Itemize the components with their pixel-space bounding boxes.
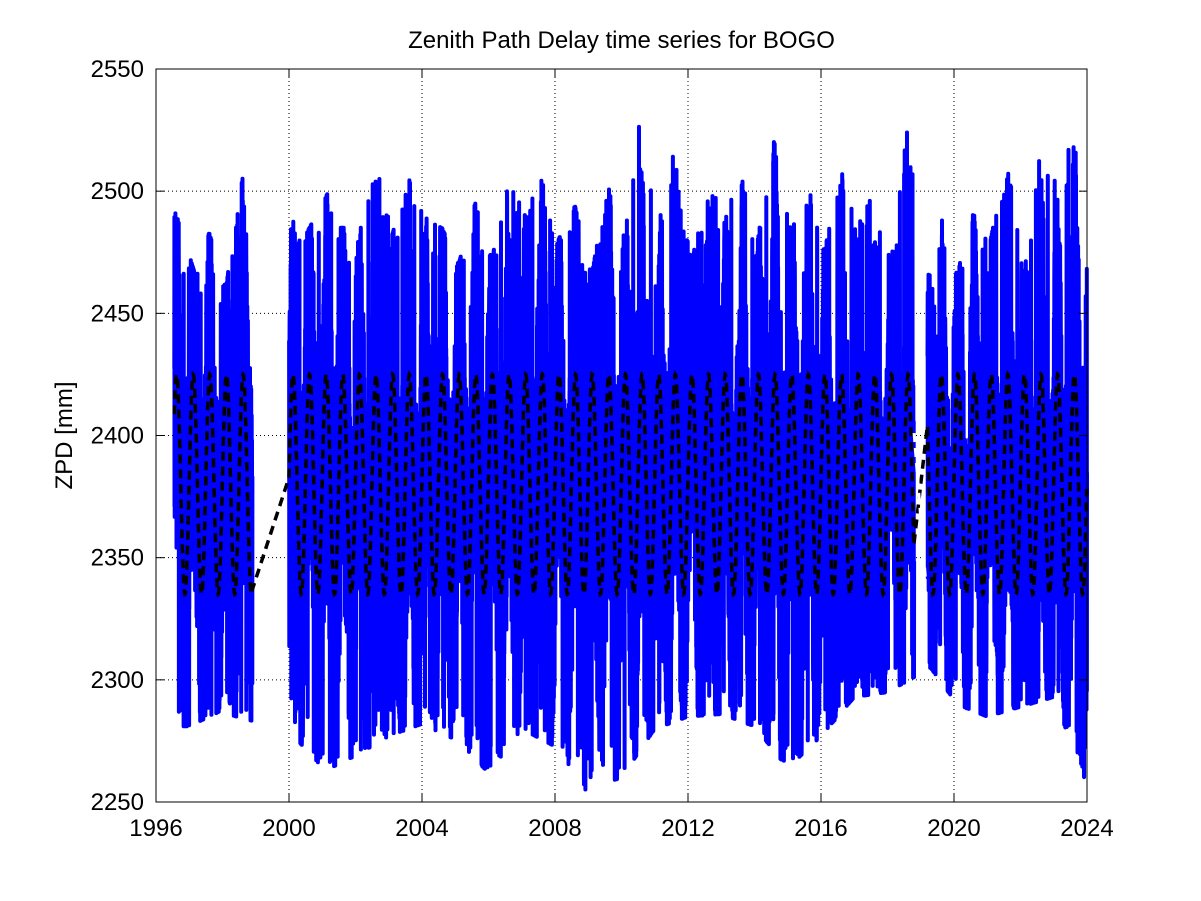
y-tick-label: 2350 <box>91 545 144 572</box>
y-tick-label: 2450 <box>91 300 144 327</box>
fit-zpd-line <box>172 370 1089 598</box>
y-tick-label: 2250 <box>91 789 144 816</box>
x-tick-label: 2008 <box>528 815 581 842</box>
x-tick-label: 2012 <box>661 815 714 842</box>
y-tick-labels: 2250 2300 2350 2400 2450 2500 2550 <box>91 56 144 816</box>
plot-area <box>155 68 1089 803</box>
x-tick-label: 2024 <box>1060 815 1113 842</box>
y-tick-label: 2400 <box>91 423 144 450</box>
y-axis-label: ZPD [mm] <box>51 382 78 490</box>
x-tick-label: 2016 <box>794 815 847 842</box>
x-tick-label: 2000 <box>262 815 315 842</box>
gap-bridge-line <box>912 432 928 583</box>
chart-title: Zenith Path Delay time series for BOGO <box>408 27 835 54</box>
x-tick-labels: 1996 2000 2004 2008 2012 2016 2020 2024 <box>129 815 1113 842</box>
y-tick-label: 2500 <box>91 178 144 205</box>
x-tick-label: 2020 <box>927 815 980 842</box>
fit-series <box>172 370 1089 598</box>
y-tick-label: 2300 <box>91 667 144 694</box>
x-tick-label: 2004 <box>395 815 448 842</box>
ticks <box>155 68 1088 803</box>
x-tick-label: 1996 <box>129 815 182 842</box>
y-tick-label: 2550 <box>91 56 144 83</box>
